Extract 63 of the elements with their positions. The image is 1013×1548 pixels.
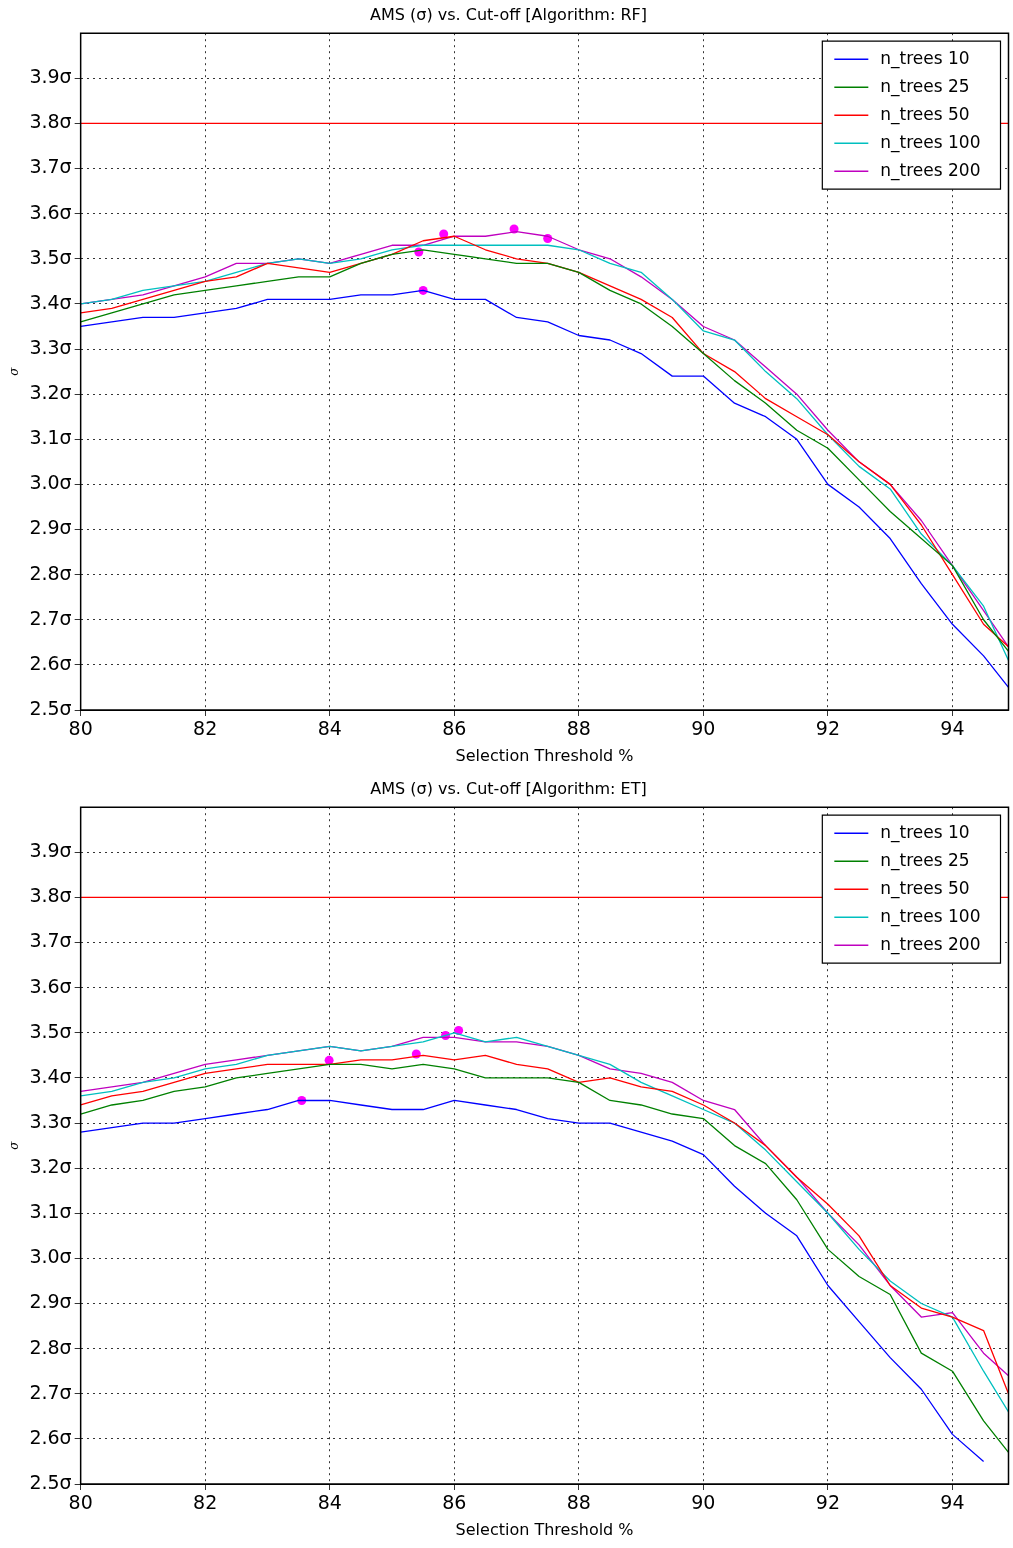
y-tick-label: 3.1σ [29,1200,72,1223]
chart-title: AMS (σ) vs. Cut-off [Algorithm: ET] [370,778,647,798]
x-tick-label: 86 [442,717,467,740]
x-tick-label: 94 [940,1491,965,1514]
y-tick-label: 3.7σ [29,155,72,178]
x-tick-label: 90 [691,717,716,740]
legend-label: n_trees 25 [880,849,970,871]
y-tick-label: 3.2σ [29,1155,72,1178]
y-tick-label: 2.8σ [29,1335,72,1358]
y-axis-title: σ [7,366,22,376]
y-tick-label: 3.7σ [29,929,72,952]
x-tick-label: 88 [566,1491,591,1514]
y-tick-label: 3.8σ [29,884,72,907]
y-tick-label: 2.6σ [29,651,72,674]
x-axis-title: Selection Threshold % [455,1519,634,1539]
y-tick-label: 2.5σ [29,696,72,719]
y-tick-label: 3.9σ [29,65,72,88]
legend-label: n_trees 100 [880,905,981,927]
x-tick-label: 82 [193,1491,218,1514]
y-tick-label: 3.0σ [29,1245,72,1268]
y-tick-label: 3.5σ [29,245,72,268]
legend-label: n_trees 50 [880,103,970,125]
y-tick-label: 2.9σ [29,1290,72,1313]
legend-label: n_trees 25 [880,75,970,97]
y-tick-label: 3.3σ [29,335,72,358]
y-tick-label: 2.9σ [29,516,72,539]
legend-label: n_trees 200 [880,159,981,181]
x-tick-label: 82 [193,717,218,740]
y-tick-label: 3.6σ [29,200,72,223]
x-tick-label: 80 [68,1491,93,1514]
x-tick-label: 88 [566,717,591,740]
x-tick-label: 86 [442,1491,467,1514]
y-tick-label: 2.5σ [29,1470,72,1493]
y-tick-label: 3.0σ [29,471,72,494]
x-axis-title: Selection Threshold % [455,745,634,765]
y-tick-label: 2.7σ [29,1380,72,1403]
y-tick-label: 3.9σ [29,839,72,862]
x-tick-label: 90 [691,1491,716,1514]
point [324,1055,334,1065]
x-tick-label: 80 [68,717,93,740]
y-tick-label: 3.3σ [29,1109,72,1132]
chart-title: AMS (σ) vs. Cut-off [Algorithm: RF] [370,4,647,24]
legend-label: n_trees 10 [880,47,970,69]
y-tick-label: 2.8σ [29,561,72,584]
legend-label: n_trees 200 [880,933,981,955]
x-tick-label: 94 [940,717,965,740]
y-tick-label: 3.1σ [29,426,72,449]
x-tick-label: 84 [317,717,342,740]
legend-label: n_trees 100 [880,131,981,153]
x-tick-label: 92 [815,717,841,740]
y-tick-label: 3.8σ [29,110,72,133]
legend-label: n_trees 10 [880,821,970,843]
y-tick-label: 2.7σ [29,606,72,629]
x-tick-label: 92 [815,1491,841,1514]
y-tick-label: 2.6σ [29,1425,72,1448]
y-tick-label: 3.6σ [29,974,72,997]
x-tick-label: 84 [317,1491,342,1514]
y-tick-label: 3.2σ [29,381,72,404]
legend-label: n_trees 50 [880,877,970,899]
y-tick-label: 3.5σ [29,1019,72,1042]
y-axis-title: σ [7,1140,22,1150]
y-tick-label: 3.4σ [29,1064,72,1087]
y-tick-label: 3.4σ [29,290,72,313]
